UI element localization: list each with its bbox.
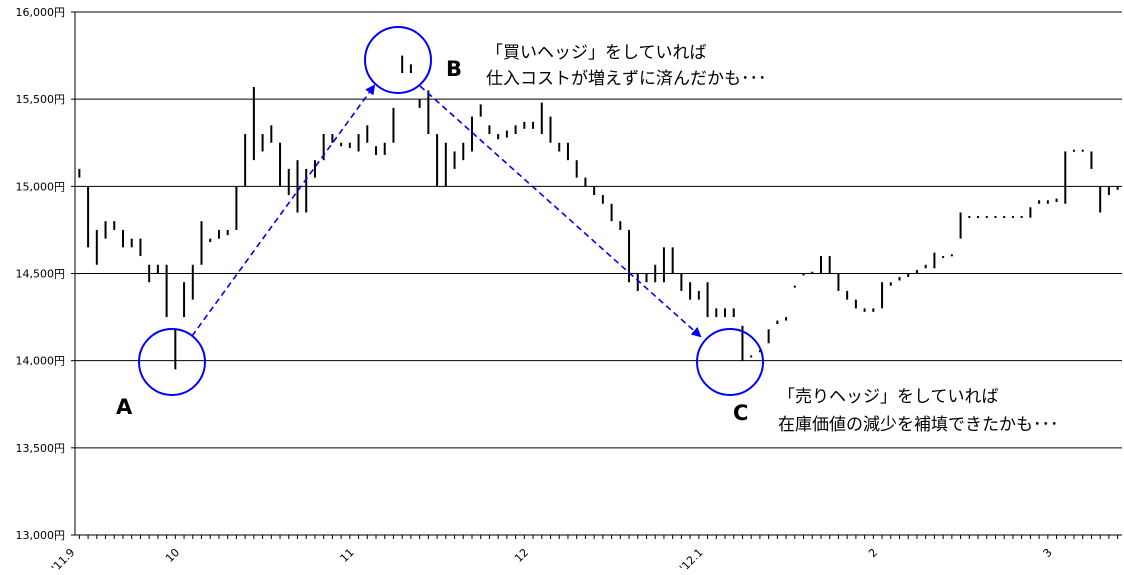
y-tick-label: 15,000円 xyxy=(16,180,66,193)
x-tick-label: 10 xyxy=(163,546,182,565)
circle-c xyxy=(696,328,764,396)
y-tick-label: 15,500円 xyxy=(16,93,66,106)
y-tick-label: 14,500円 xyxy=(16,268,66,281)
label-a: A xyxy=(116,395,133,419)
x-tick-label: 3 xyxy=(1041,546,1055,560)
note: 「売りヘッジ」をしていれば xyxy=(778,387,999,407)
x-tick-label: '11.9 xyxy=(49,546,78,571)
label-b: B xyxy=(446,57,462,81)
y-tick-label: 16,000円 xyxy=(16,6,66,19)
circle-a xyxy=(138,328,206,396)
note: 仕入コストが増えずに済んだかも･･･ xyxy=(486,69,767,89)
x-tick-label: 2 xyxy=(866,546,880,560)
x-tick-label: 12 xyxy=(512,546,531,565)
x-tick-label: '12.1 xyxy=(677,546,706,571)
arrow xyxy=(191,84,376,337)
arrow xyxy=(419,85,702,338)
y-tick-label: 13,500円 xyxy=(16,442,66,455)
label-c: C xyxy=(733,401,748,425)
circle-b xyxy=(364,26,432,94)
x-tick-label: 11 xyxy=(338,546,357,565)
note: 在庫価値の減少を補填できたかも･･･ xyxy=(778,415,1059,435)
note: 「買いヘッジ」をしていれば xyxy=(486,43,707,63)
plot: 13,000円 13,500円 14,000円 14,500円 15,000円 15,50… xyxy=(16,6,1122,575)
y-tick-label: 13,000円 xyxy=(16,529,66,542)
y-tick-label: 14,000円 xyxy=(16,355,66,368)
